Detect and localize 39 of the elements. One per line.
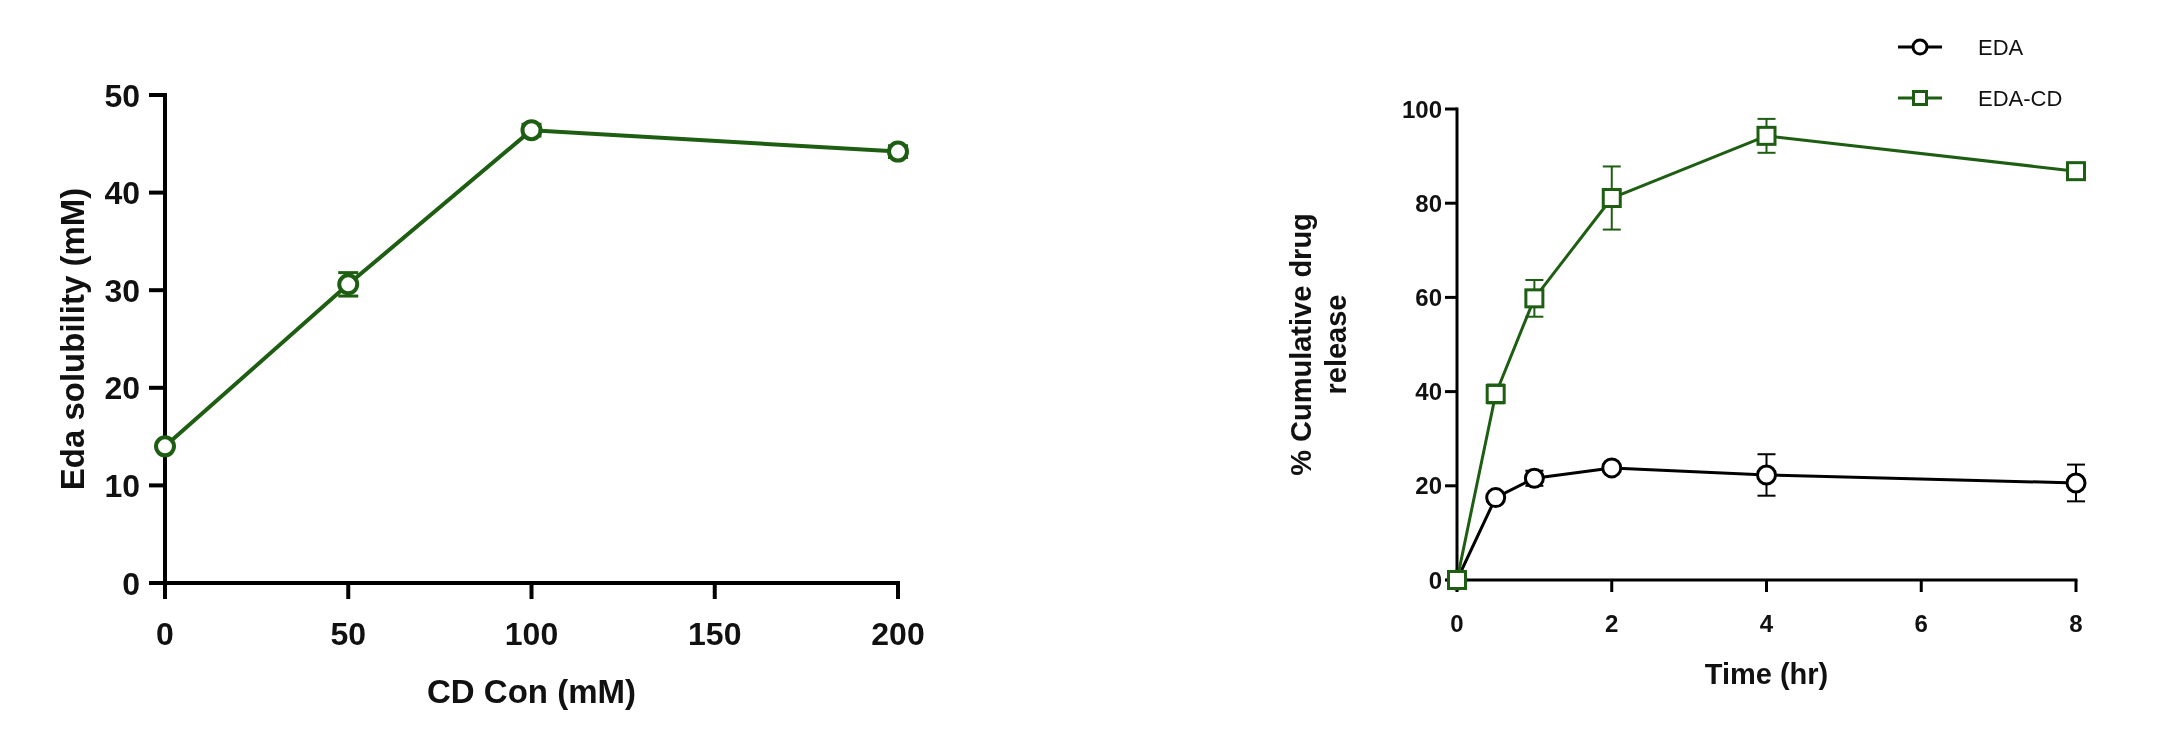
- y-tick-label: 80: [1415, 189, 1442, 217]
- point: [1756, 125, 1777, 146]
- x-axis-title: Time (hr): [1704, 658, 1829, 690]
- y-axis-title: % Cumulative drug release: [1285, 213, 1352, 476]
- point: [1524, 288, 1545, 309]
- x-tick-label: 50: [330, 616, 367, 652]
- y-tick-label: 40: [1415, 378, 1442, 406]
- x-axis-title: CD Con (mM): [427, 673, 636, 710]
- y-tick-label: 40: [104, 175, 140, 212]
- legend-label: EDA: [1978, 34, 2024, 60]
- x-tick-label: 0: [156, 616, 174, 652]
- point: [1601, 457, 1623, 479]
- y-tick-label: 100: [1401, 95, 1442, 123]
- y-tick-label: 10: [104, 467, 140, 504]
- y-tick-label: 0: [1428, 566, 1442, 594]
- x-tick-label: 200: [871, 616, 925, 652]
- y-tick-label: 50: [104, 77, 140, 114]
- point: [520, 119, 543, 142]
- point: [887, 140, 909, 163]
- y-axis-title: Eda solubility (mM): [53, 187, 91, 491]
- point: [2065, 472, 2087, 494]
- point: [1601, 188, 1622, 209]
- x-tick-label: 4: [1759, 610, 1774, 637]
- x-tick-label: 2: [1605, 610, 1619, 637]
- y-tick-label: 20: [1415, 472, 1442, 500]
- x-tick-label: 6: [1914, 610, 1928, 637]
- y-tick-label: 20: [104, 370, 140, 407]
- point: [154, 435, 176, 458]
- y-tick-label: 30: [104, 272, 140, 309]
- x-tick-label: 8: [2069, 610, 2083, 637]
- x-tick-label: 150: [688, 616, 742, 652]
- y-tick-label: 0: [122, 565, 140, 602]
- x-tick-label: 0: [1450, 610, 1464, 637]
- point: [1485, 487, 1507, 509]
- x-tick-label: 100: [504, 616, 559, 652]
- y-tick-label: 60: [1415, 284, 1442, 312]
- point: [2066, 161, 2086, 182]
- point: [1756, 464, 1777, 486]
- legend-label: EDA-CD: [1978, 85, 2063, 111]
